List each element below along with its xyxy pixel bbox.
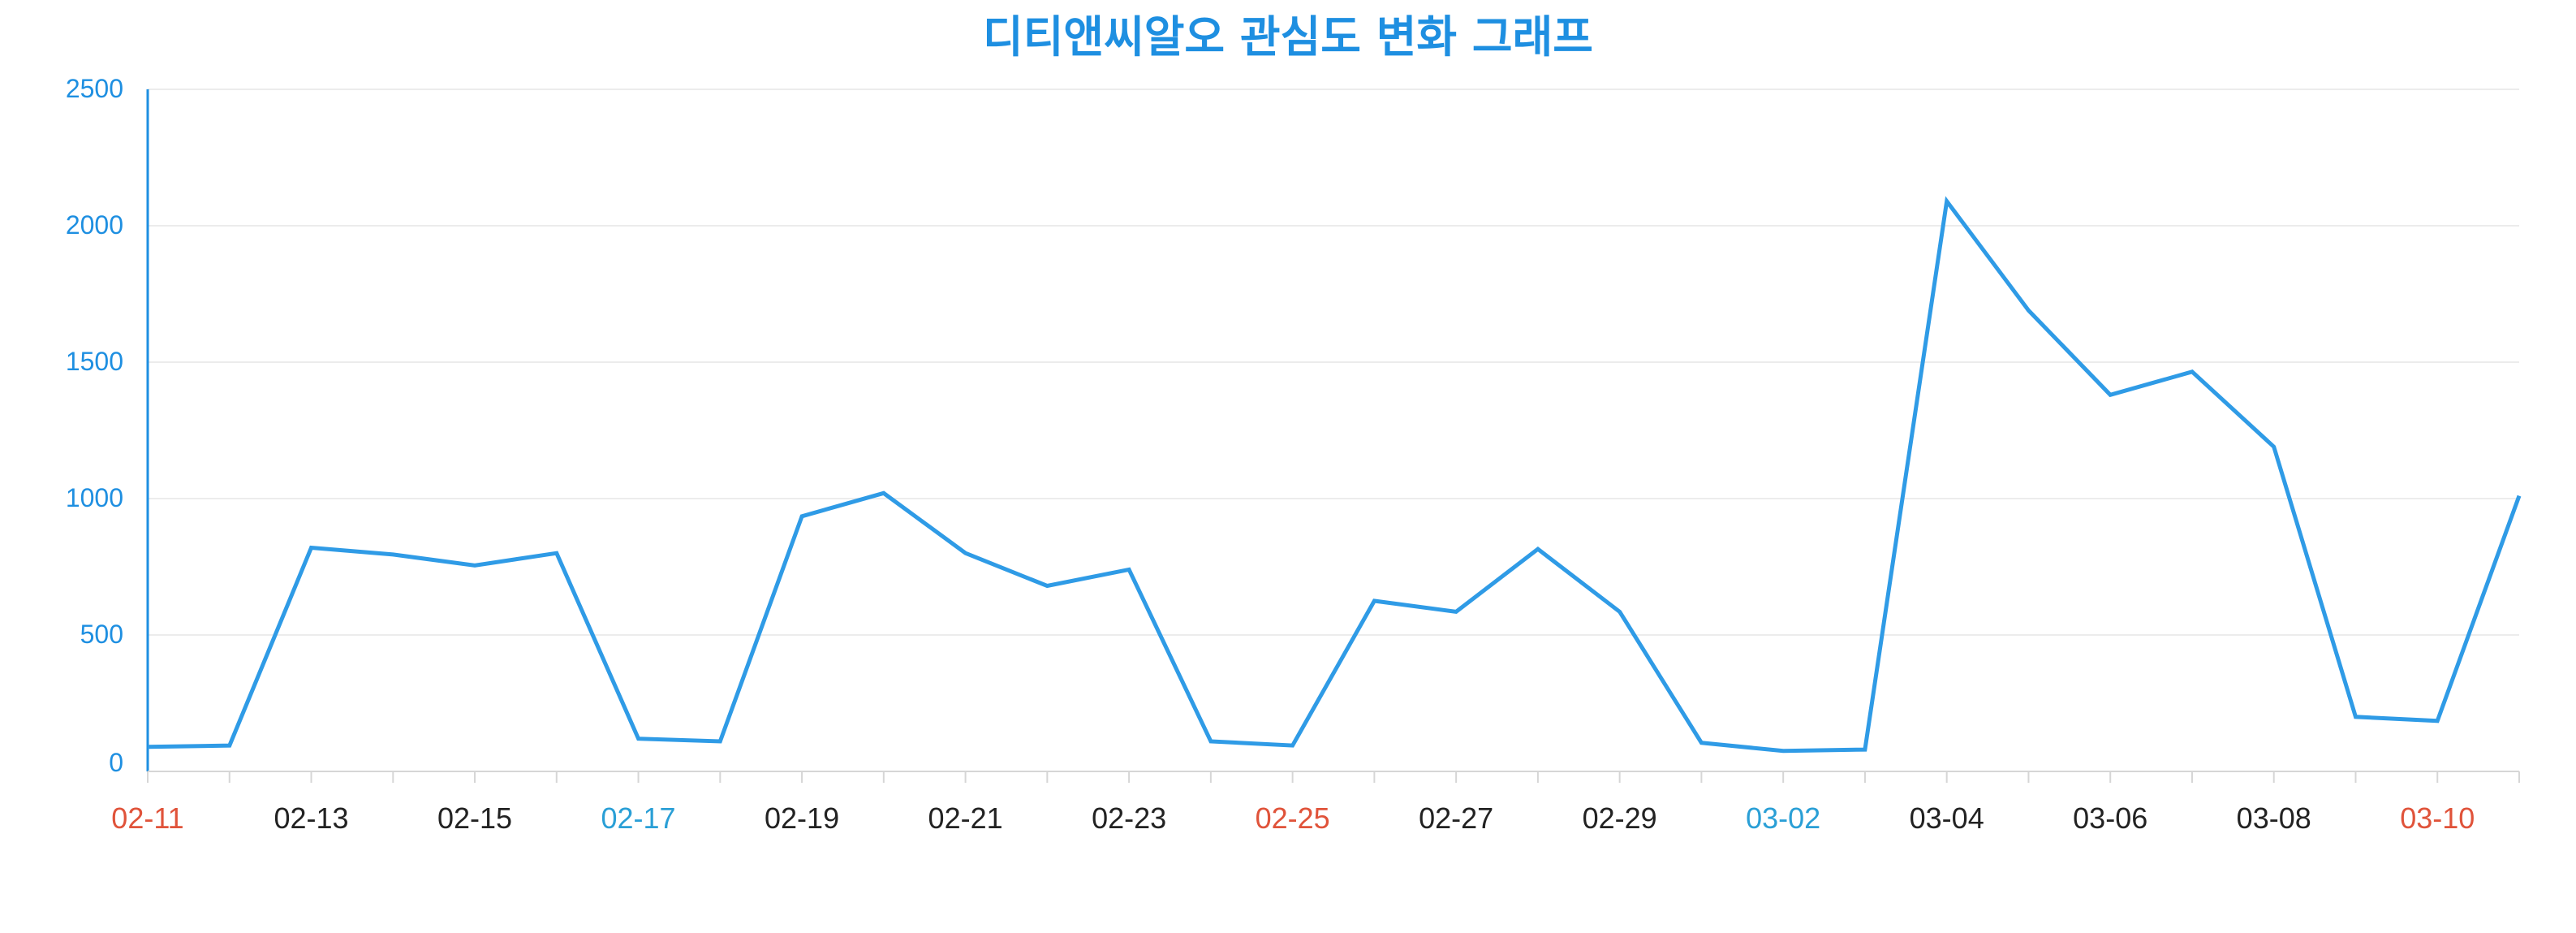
x-tick-label: 03-04: [1910, 801, 1984, 835]
y-tick-label: 0: [109, 748, 123, 777]
x-tick-label: 03-08: [2237, 801, 2311, 835]
x-tick-label: 02-21: [928, 801, 1003, 835]
x-tick-label: 02-17: [601, 801, 676, 835]
x-tick-label: 02-15: [437, 801, 512, 835]
y-tick-label: 2500: [66, 74, 123, 103]
y-tick-label: 2000: [66, 210, 123, 240]
axes: [146, 89, 2520, 783]
series-line: [147, 196, 2522, 754]
x-tick-label: 02-27: [1419, 801, 1493, 835]
x-tick-label: 02-29: [1583, 801, 1657, 835]
x-tick-label: 02-23: [1092, 801, 1166, 835]
x-tick-label: 03-06: [2073, 801, 2147, 835]
series-layer: [147, 196, 2522, 754]
grid-lines: [148, 89, 2519, 636]
x-tick-label: 02-19: [765, 801, 839, 835]
x-tick-label: 03-10: [2400, 801, 2475, 835]
y-tick-label: 1000: [66, 483, 123, 512]
x-tick-label: 02-13: [274, 801, 348, 835]
chart-title: 디티앤씨알오 관심도 변화 그래프: [983, 11, 1593, 63]
x-tick-label: 02-11: [111, 801, 183, 835]
y-axis-ticks: 0 500 1000 1500 2000 2500: [66, 74, 123, 777]
x-tick-label: 03-02: [1746, 801, 1820, 835]
x-axis-ticks: 02-11 02-13 02-15 02-17 02-19 02-21 02-23 02-25…: [111, 801, 2475, 835]
y-tick-label: 1500: [66, 347, 123, 376]
x-tick-label: 02-25: [1256, 801, 1330, 835]
y-tick-label: 500: [80, 620, 123, 649]
